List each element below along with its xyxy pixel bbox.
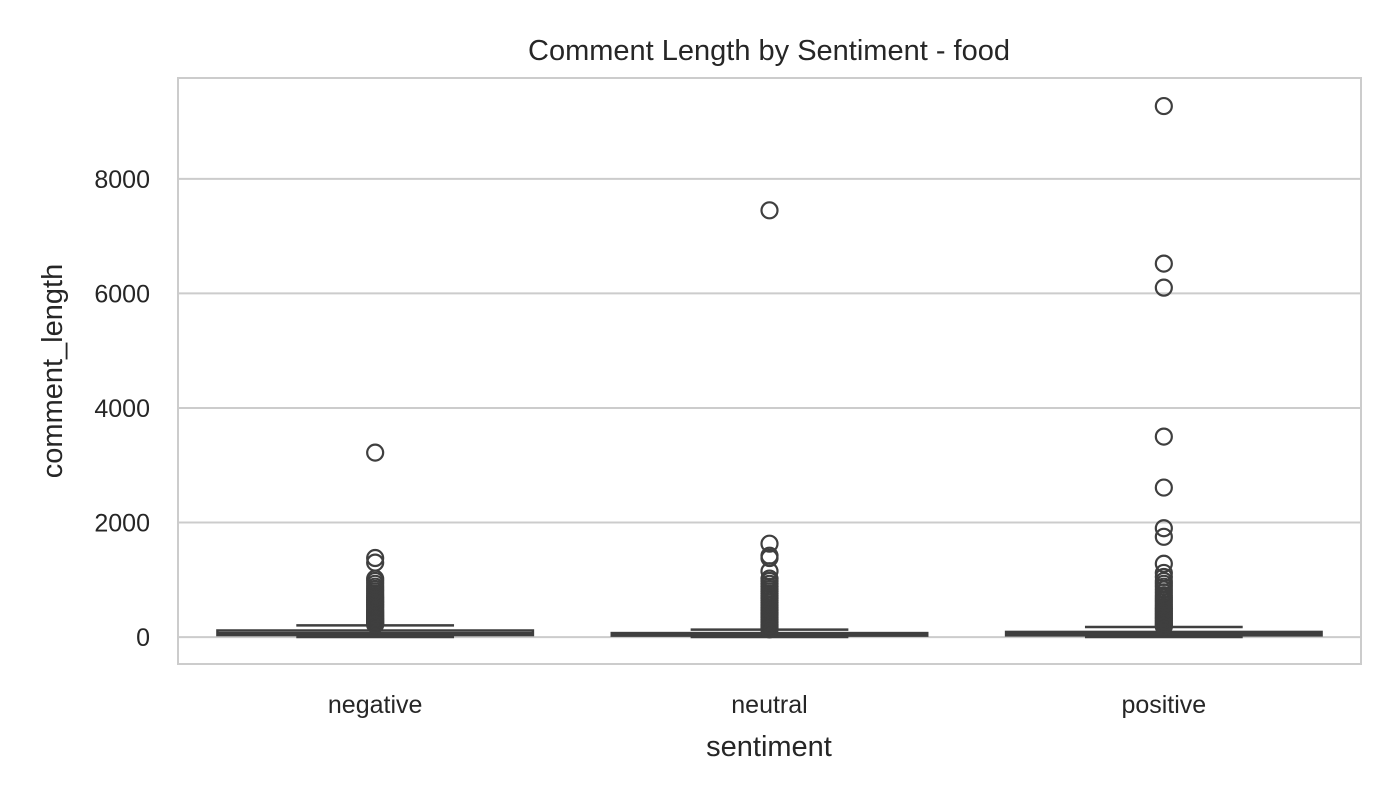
y-tick-labels: 0 2000 4000 6000 8000 [94, 166, 150, 652]
x-tick-label-negative: negative [328, 691, 423, 719]
outlier-point [366, 443, 385, 462]
outlier-point [1154, 554, 1173, 573]
x-tick-label-neutral: neutral [731, 691, 807, 719]
outlier-point [1154, 254, 1173, 273]
outlier-point [760, 620, 779, 639]
x-tick-label-positive: positive [1121, 691, 1206, 719]
outlier-point [1154, 617, 1173, 636]
outlier-point [366, 615, 385, 634]
outlier-layer [366, 96, 1173, 639]
outlier-point [1154, 96, 1173, 116]
outlier-point [760, 534, 779, 553]
outlier-point [1154, 278, 1173, 297]
y-tick-label: 2000 [94, 510, 150, 538]
y-tick-label: 0 [136, 624, 150, 652]
y-tick-label: 8000 [94, 166, 150, 194]
outliers-positive [1154, 96, 1173, 636]
outlier-point [1154, 478, 1173, 497]
outlier-point [760, 548, 779, 568]
y-tick-label: 4000 [94, 395, 150, 423]
grid-layer [178, 177, 1361, 639]
outliers-neutral [760, 201, 779, 639]
y-axis-label: comment_length [37, 264, 69, 478]
x-axis-label: sentiment [706, 731, 832, 763]
outlier-point [366, 548, 385, 568]
chart-title: Comment Length by Sentiment - food [528, 35, 1010, 67]
outliers-negative [366, 443, 385, 634]
outlier-point [1154, 519, 1173, 538]
plot-frame [177, 77, 1362, 665]
y-tick-label: 6000 [94, 280, 150, 308]
x-tick-labels: negative neutral positive [328, 691, 1206, 719]
outlier-point [760, 201, 779, 220]
outlier-point [1154, 527, 1173, 546]
outlier-point [1154, 427, 1173, 446]
